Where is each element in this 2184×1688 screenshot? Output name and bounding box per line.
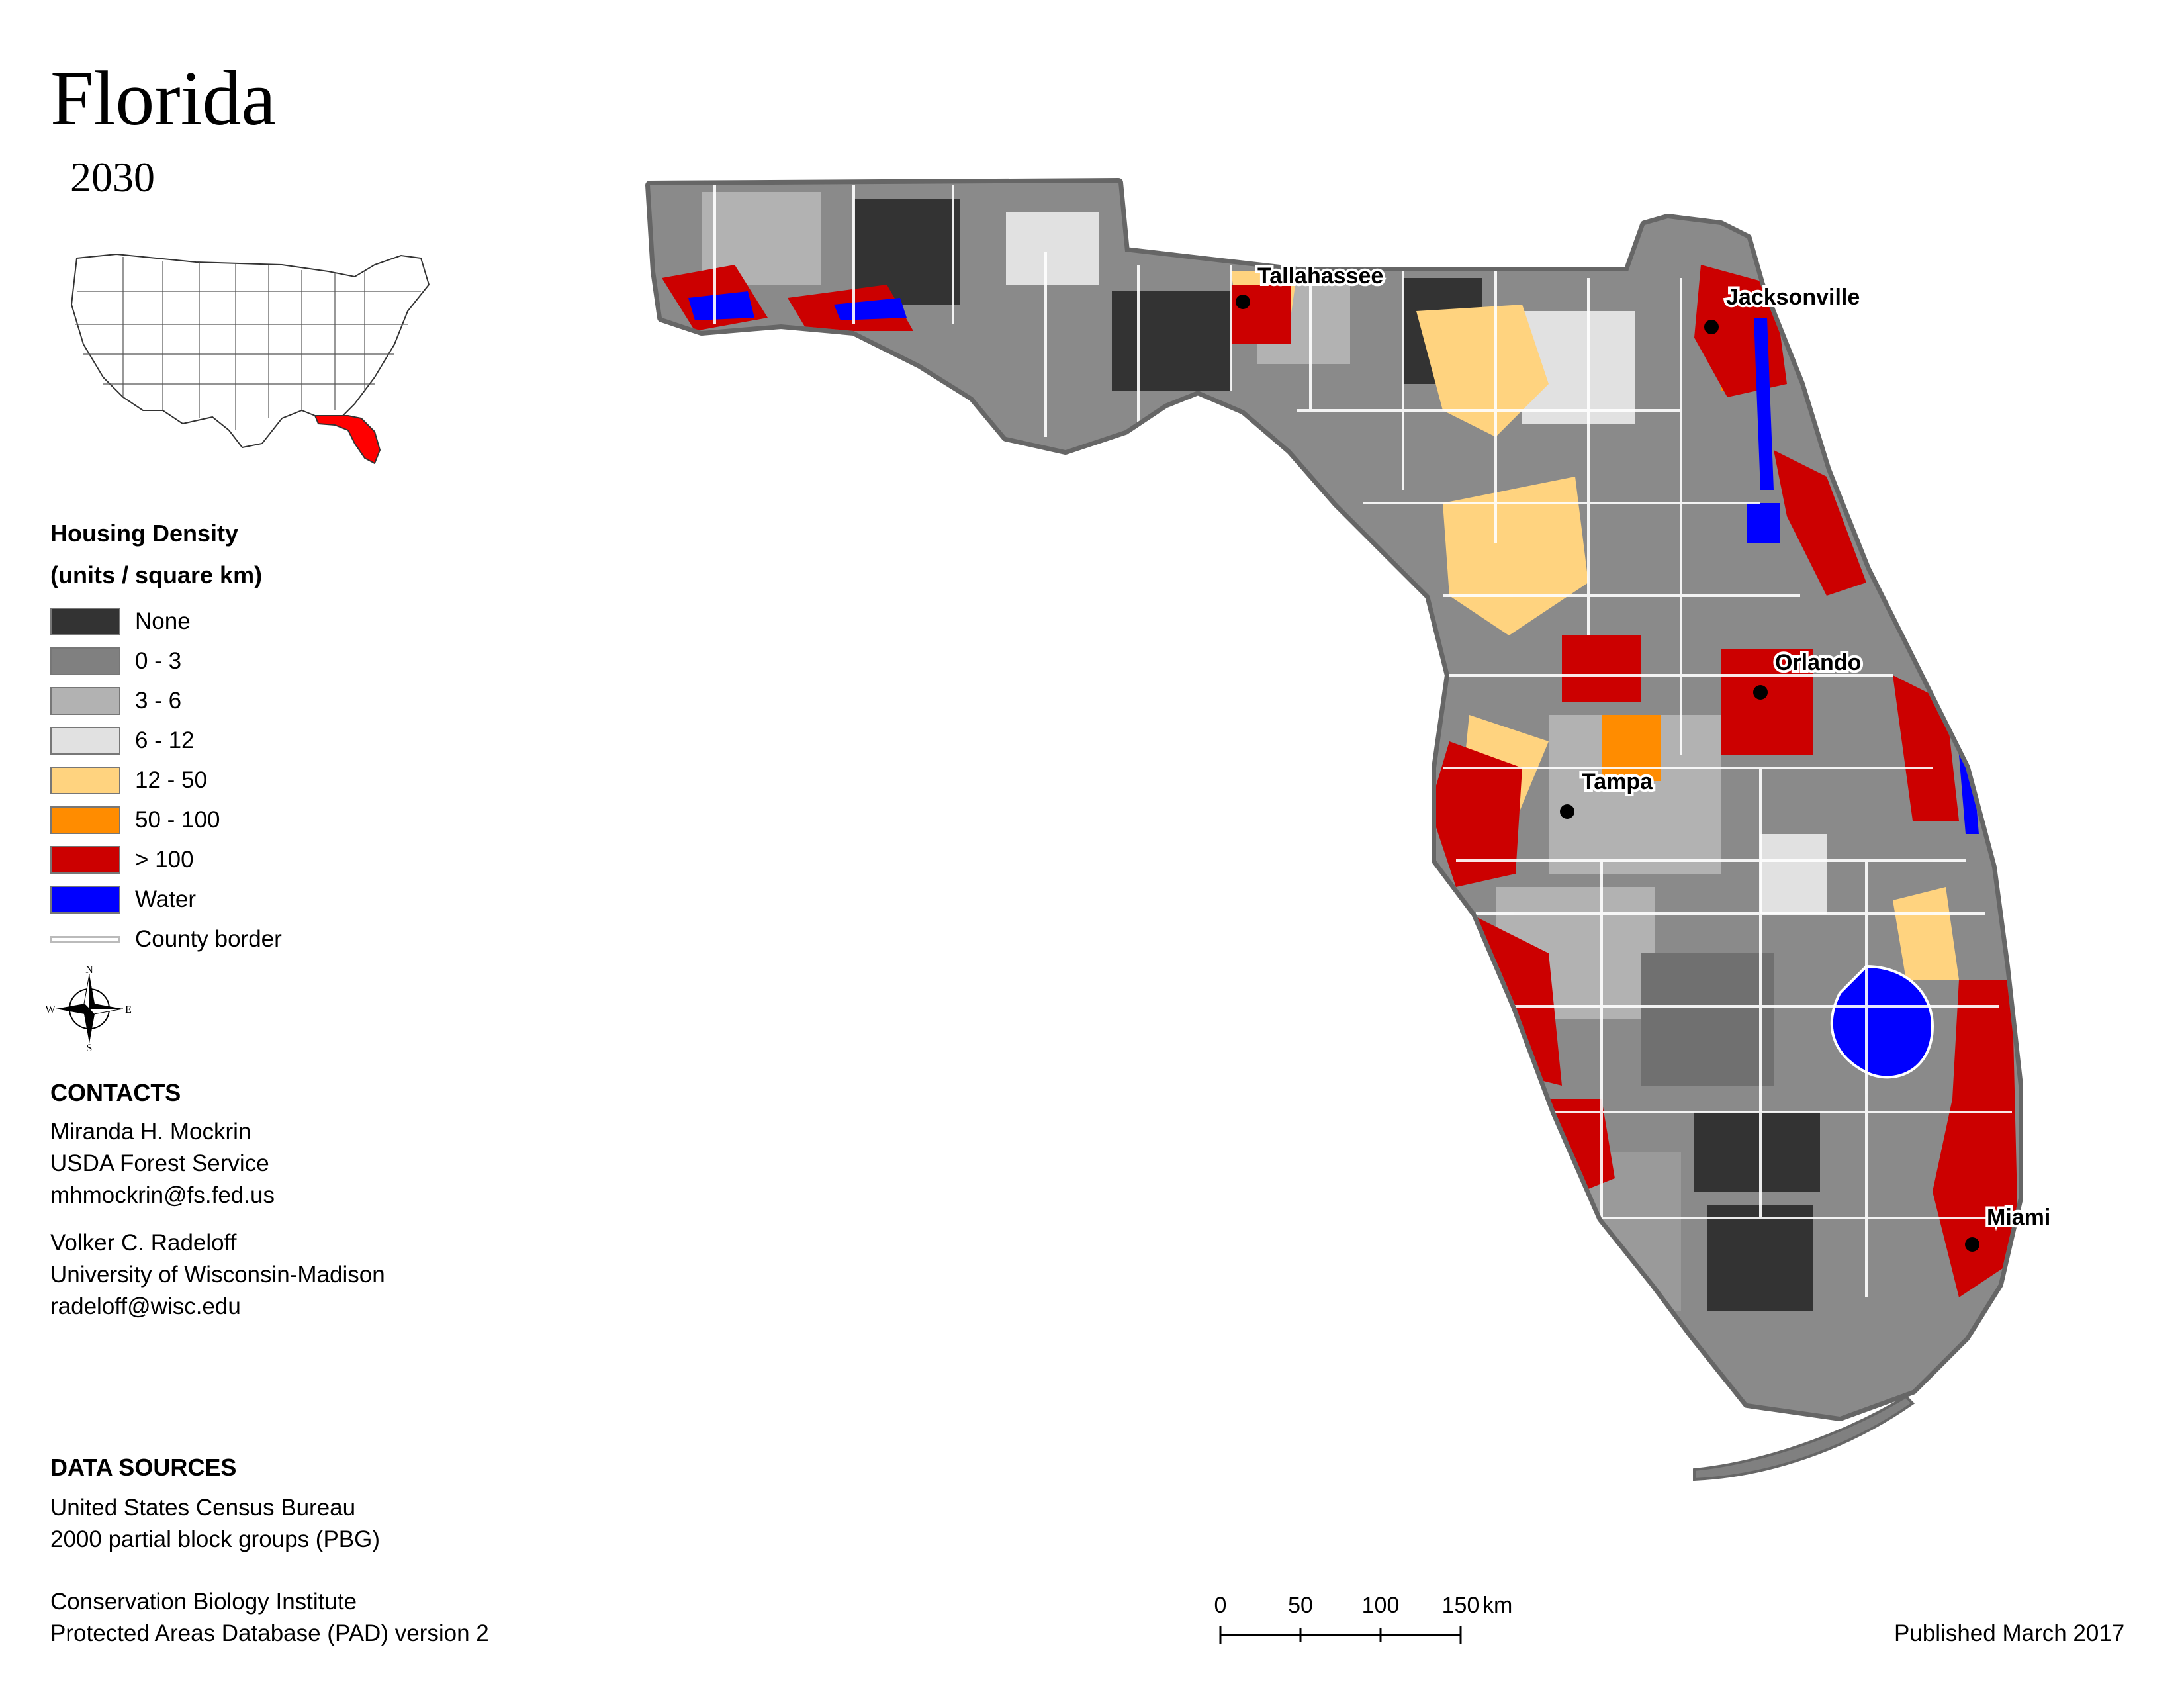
- source2-line1: Conservation Biology Institute: [50, 1589, 357, 1615]
- legend-item-county-border: County border: [50, 924, 282, 955]
- scale-tick-0: 0: [1214, 1593, 1227, 1618]
- source1-line1: United States Census Bureau: [50, 1495, 356, 1521]
- legend-item-3-6: 3 - 6: [50, 686, 181, 716]
- city-label: Tampa: [1582, 769, 1653, 794]
- legend-label: 12 - 50: [135, 767, 207, 793]
- florida-keys: [1693, 1395, 1915, 1481]
- source1-line2: 2000 partial block groups (PBG): [50, 1526, 381, 1552]
- legend-swatch: [50, 846, 120, 874]
- density-patch: [1641, 953, 1774, 1086]
- legend-label: Water: [135, 886, 197, 912]
- legend-swatch: [50, 608, 120, 635]
- legend-label: County border: [135, 926, 282, 952]
- water-st-johns: [1754, 318, 1774, 490]
- density-patch: [1694, 1112, 1820, 1192]
- legend-item-none: None: [50, 606, 191, 637]
- legend-item-over-100: > 100: [50, 845, 194, 875]
- density-patch-50-100: [1430, 966, 1469, 1019]
- legend-label: 3 - 6: [135, 688, 182, 714]
- density-patch: [1006, 212, 1099, 285]
- map-title: Florida: [50, 55, 276, 142]
- legend-item-50-100: 50 - 100: [50, 805, 220, 835]
- legend-label: 6 - 12: [135, 727, 195, 753]
- scale-tick-150: 150: [1442, 1593, 1480, 1618]
- city-label: Jacksonville: [1726, 285, 1860, 310]
- data-sources-heading: DATA SOURCES: [50, 1454, 237, 1481]
- legend-label: 50 - 100: [135, 807, 220, 833]
- contact1-email[interactable]: mhmockrin@fs.fed.us: [50, 1182, 275, 1208]
- legend-swatch: [50, 886, 120, 914]
- water-panhandle-bay: [688, 291, 754, 320]
- water-okeechobee: [1830, 964, 1934, 1079]
- city-tallahassee[interactable]: Tallahassee: [1236, 261, 1386, 309]
- published-note: Published March 2017: [1894, 1620, 2125, 1646]
- density-patch-12-50: [1893, 887, 1959, 980]
- legend-swatch: [50, 687, 120, 715]
- legend-item-6-12: 6 - 12: [50, 726, 195, 756]
- urban-lakeland: [1562, 635, 1641, 702]
- florida-highlight: [314, 415, 381, 465]
- legend-label: > 100: [135, 847, 194, 872]
- legend-item-water: Water: [50, 884, 196, 915]
- urban-tampa: [1430, 741, 1522, 887]
- city-marker-icon: [1753, 685, 1768, 700]
- city-tampa[interactable]: Tampa: [1560, 767, 1656, 819]
- legend-item-0-3: 0 - 3: [50, 646, 181, 677]
- contact2-org: University of Wisconsin-Madison: [50, 1262, 385, 1288]
- density-patch: [1112, 291, 1231, 391]
- legend-units: (units / square km): [50, 561, 263, 588]
- county-borders: [713, 185, 2012, 1297]
- contact2-email[interactable]: radeloff@wisc.edu: [50, 1293, 241, 1319]
- scale-tick-50: 50: [1288, 1593, 1313, 1618]
- scale-line: [1219, 1626, 1462, 1644]
- legend-swatch: [50, 767, 120, 794]
- city-label: Orlando: [1775, 650, 1861, 675]
- density-patch: [1760, 834, 1827, 914]
- city-miami[interactable]: Miami: [1965, 1202, 2053, 1252]
- urban-tallahassee: [1231, 285, 1291, 344]
- density-patch-12-50: [1416, 305, 1549, 437]
- legend-label: None: [135, 608, 191, 634]
- contact1-name: Miranda H. Mockrin: [50, 1119, 251, 1145]
- city-marker-icon: [1236, 295, 1250, 309]
- contacts-heading: CONTACTS: [50, 1079, 181, 1106]
- florida-density-map[interactable]: Tallahassee Jacksonville Orlando Tampa M…: [635, 172, 2058, 1536]
- city-label: Tallahassee: [1257, 263, 1383, 289]
- legend-item-12-50: 12 - 50: [50, 765, 207, 796]
- density-patch: [1707, 1205, 1813, 1311]
- legend-swatch: [50, 936, 120, 943]
- map-year: 2030: [70, 154, 155, 201]
- legend-title: Housing Density: [50, 520, 239, 547]
- us-locator-map: [70, 253, 430, 465]
- city-orlando[interactable]: Orlando: [1753, 647, 1864, 700]
- scale-bar: 0 50 100 150 km: [1214, 1593, 1512, 1644]
- legend-swatch: [50, 727, 120, 755]
- water-lake-george: [1747, 503, 1780, 543]
- scale-tick-100: 100: [1362, 1593, 1400, 1618]
- urban-east-coast: [1774, 450, 1866, 596]
- city-label: Miami: [1987, 1205, 2050, 1230]
- compass-e: E: [125, 1004, 132, 1015]
- scale-unit: km: [1482, 1593, 1512, 1618]
- compass-w: W: [46, 1004, 56, 1015]
- base-density-fill: [650, 183, 2019, 1417]
- compass-n: N: [85, 965, 93, 976]
- contact2-name: Volker C. Radeloff: [50, 1230, 237, 1256]
- density-patch-50-100: [1602, 715, 1661, 781]
- legend-label: 0 - 3: [135, 648, 182, 674]
- city-marker-icon: [1965, 1237, 1979, 1252]
- water-choctawhatchee: [834, 298, 907, 320]
- compass-rose-icon: N S W E: [46, 965, 132, 1051]
- city-jacksonville[interactable]: Jacksonville: [1704, 282, 1862, 334]
- legend-swatch: [50, 806, 120, 834]
- us-outline: [70, 253, 430, 449]
- city-marker-icon: [1704, 320, 1719, 334]
- compass-s: S: [87, 1043, 93, 1051]
- state-lines: [75, 257, 421, 430]
- contact1-org: USDA Forest Service: [50, 1150, 269, 1176]
- legend-swatch: [50, 647, 120, 675]
- city-marker-icon: [1560, 804, 1574, 819]
- source2-line2: Protected Areas Database (PAD) version 2: [50, 1620, 489, 1646]
